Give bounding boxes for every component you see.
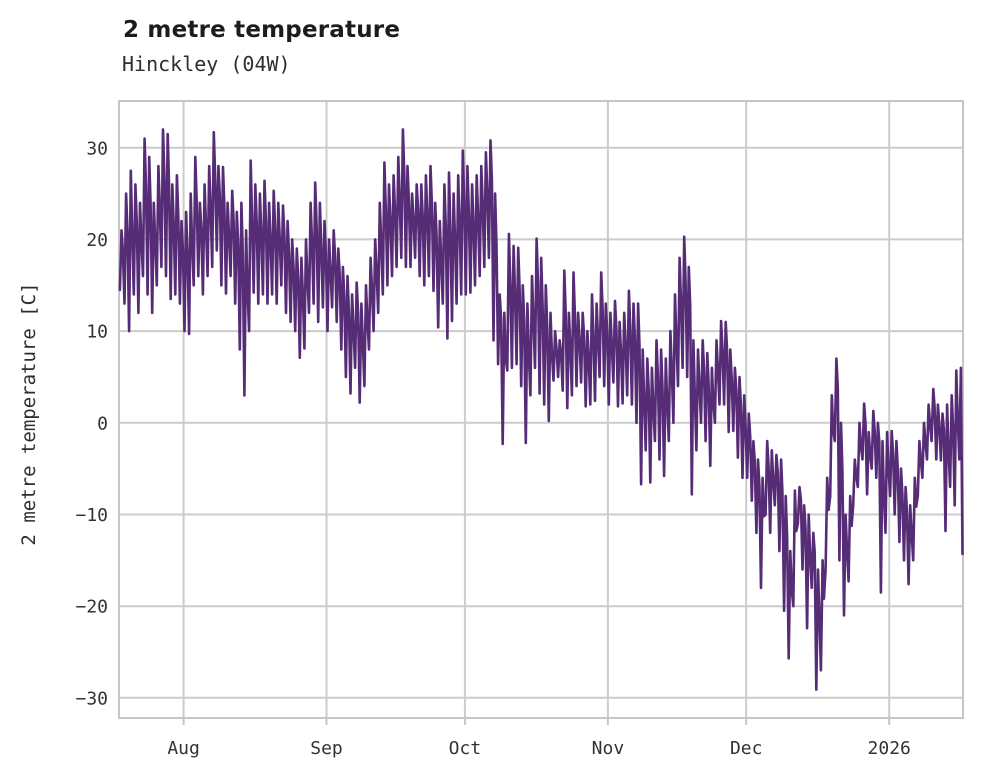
chart-subtitle: Hinckley (04W) — [122, 52, 291, 76]
y-tick-label: 10 — [86, 322, 108, 343]
y-tick-label: 20 — [86, 230, 108, 251]
x-tick-label: Oct — [449, 738, 482, 759]
y-tick-label: 0 — [97, 413, 108, 434]
x-tick-label: 2026 — [868, 738, 911, 759]
y-tick-label: −20 — [75, 597, 108, 618]
y-tick-label: −30 — [75, 688, 108, 709]
y-tick-label: 30 — [86, 138, 108, 159]
y-axis-label: 2 metre temperature [C] — [18, 282, 40, 546]
chart-title: 2 metre temperature — [123, 17, 401, 43]
x-tick-label: Sep — [310, 738, 343, 759]
x-tick-label: Nov — [592, 738, 625, 759]
x-tick-label: Aug — [167, 738, 200, 759]
temperature-series-line — [118, 128, 964, 691]
x-tick-label: Dec — [730, 738, 763, 759]
y-tick-label: −10 — [75, 505, 108, 526]
plot-border — [118, 100, 964, 719]
